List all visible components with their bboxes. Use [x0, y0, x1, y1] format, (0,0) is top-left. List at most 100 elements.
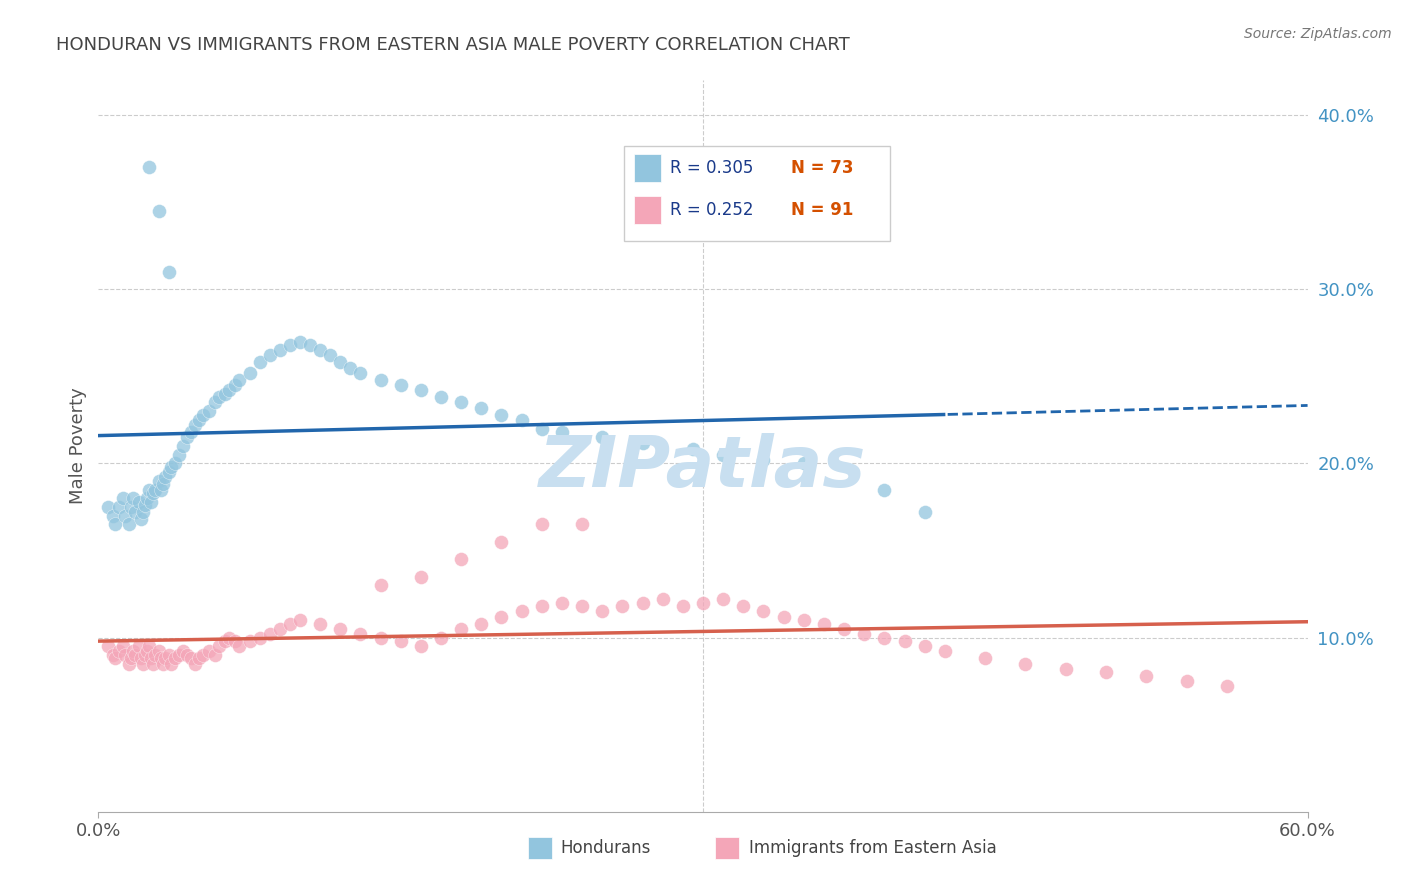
Point [793, 613, 815, 627]
Point [184, 657, 207, 671]
Point [370, 631, 392, 645]
Point [138, 483, 160, 497]
Point [224, 378, 246, 392]
Point [218, 631, 240, 645]
Point [163, 651, 186, 665]
Point [148, 644, 170, 658]
Point [259, 627, 281, 641]
Point [299, 338, 322, 352]
Point [682, 442, 704, 457]
Point [389, 378, 412, 392]
Point [631, 435, 654, 450]
Point [813, 616, 835, 631]
Point [409, 569, 432, 583]
Point [128, 640, 150, 654]
Point [142, 486, 165, 500]
Point [152, 657, 174, 671]
Point [491, 609, 513, 624]
Point [269, 622, 291, 636]
Point [132, 657, 155, 671]
Point [107, 644, 129, 658]
Point [180, 425, 202, 439]
Point [172, 644, 194, 658]
Point [772, 609, 794, 624]
Point [249, 631, 271, 645]
Point [228, 373, 250, 387]
Point [129, 512, 152, 526]
Point [934, 644, 956, 658]
Point [370, 578, 392, 592]
Point [139, 494, 162, 508]
Bar [634, 196, 661, 224]
Point [135, 491, 157, 506]
Point [129, 651, 152, 665]
Point [793, 457, 815, 471]
Point [176, 430, 198, 444]
Point [672, 599, 695, 614]
Point [1095, 665, 1118, 680]
Point [239, 366, 262, 380]
Point [118, 517, 141, 532]
Point [510, 604, 533, 618]
Point [1135, 669, 1157, 683]
Point [218, 384, 240, 398]
Point [1175, 674, 1198, 689]
Point [631, 596, 654, 610]
Point [214, 386, 236, 401]
Point [309, 616, 332, 631]
Point [339, 360, 361, 375]
Point [135, 644, 157, 658]
Point [551, 425, 574, 439]
Point [914, 640, 936, 654]
Point [278, 616, 301, 631]
Bar [716, 838, 740, 859]
Point [107, 500, 129, 514]
Point [114, 648, 136, 662]
Point [733, 599, 755, 614]
Point [180, 651, 202, 665]
Text: Immigrants from Eastern Asia: Immigrants from Eastern Asia [749, 839, 997, 857]
Point [349, 627, 371, 641]
Point [143, 483, 166, 497]
Point [124, 505, 146, 519]
Point [114, 508, 136, 523]
Point [752, 453, 775, 467]
Point [551, 596, 574, 610]
Point [124, 648, 146, 662]
Point [491, 534, 513, 549]
Point [309, 343, 332, 358]
Point [893, 634, 915, 648]
Text: N = 91: N = 91 [792, 202, 853, 219]
Point [571, 599, 593, 614]
Point [111, 640, 134, 654]
Point [1014, 657, 1036, 671]
Bar [527, 838, 553, 859]
Point [153, 470, 176, 484]
Point [198, 644, 221, 658]
Point [148, 203, 170, 218]
Point [188, 651, 211, 665]
Point [530, 421, 553, 435]
Point [176, 648, 198, 662]
Point [139, 651, 162, 665]
Point [118, 657, 141, 671]
Point [430, 631, 453, 645]
Point [184, 418, 207, 433]
Point [409, 384, 432, 398]
Point [239, 634, 262, 648]
Point [128, 494, 150, 508]
Bar [634, 154, 661, 182]
Point [134, 648, 156, 662]
Point [138, 640, 160, 654]
Point [450, 552, 472, 566]
Point [132, 505, 155, 519]
Text: ZIPatlas: ZIPatlas [540, 434, 866, 502]
Point [97, 640, 120, 654]
Point [97, 500, 120, 514]
Point [172, 439, 194, 453]
Point [530, 517, 553, 532]
Point [167, 448, 190, 462]
Point [530, 599, 553, 614]
Point [409, 640, 432, 654]
Point [138, 161, 160, 175]
